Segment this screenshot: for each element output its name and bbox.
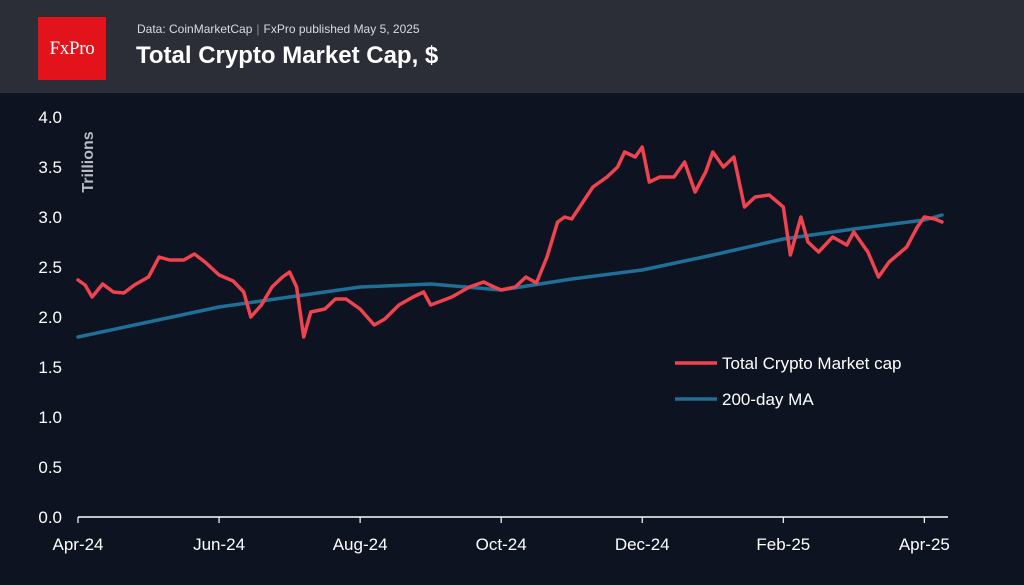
series-layer bbox=[76, 145, 944, 339]
chart-header: FxPro Data: CoinMarketCap | FxPro publishe… bbox=[0, 0, 1024, 93]
y-tick-label: 4.0 bbox=[38, 108, 62, 127]
y-axis-label: Trillions bbox=[80, 131, 97, 192]
x-tick-label: Oct-24 bbox=[476, 535, 527, 554]
x-tick-label: Jun-24 bbox=[193, 535, 245, 554]
x-tick-label: Feb-25 bbox=[756, 535, 810, 554]
market-cap-chart: 0.0 0.5 1.0 1.5 2.0 2.5 3.0 3.5 4.0 Trillions Ap… bbox=[38, 108, 950, 554]
x-tick-label: Apr-24 bbox=[52, 535, 103, 554]
chart-title: Total Crypto Market Cap, $ bbox=[136, 42, 439, 69]
data-source-text: Data: CoinMarketCap bbox=[137, 22, 253, 36]
y-tick-label: 3.5 bbox=[38, 158, 62, 177]
separator: | bbox=[256, 22, 260, 36]
x-tick-label: Apr-25 bbox=[899, 535, 950, 554]
x-tick-label: Aug-24 bbox=[333, 535, 388, 554]
x-tick-label: Dec-24 bbox=[615, 535, 670, 554]
y-tick-label: 2.5 bbox=[38, 258, 62, 277]
published-text: FxPro published May 5, 2025 bbox=[263, 22, 420, 36]
source-line: Data: CoinMarketCap | FxPro published May … bbox=[137, 22, 420, 36]
legend: Total Crypto Market cap 200-day MA bbox=[675, 354, 902, 409]
legend-label-ma: 200-day MA bbox=[722, 390, 814, 409]
y-tick-label: 0.0 bbox=[38, 508, 62, 527]
legend-label-market-cap: Total Crypto Market cap bbox=[722, 354, 902, 373]
y-tick-label: 1.5 bbox=[38, 358, 62, 377]
y-tick-label: 1.0 bbox=[38, 408, 62, 427]
y-axis: 0.0 0.5 1.0 1.5 2.0 2.5 3.0 3.5 4.0 bbox=[38, 108, 62, 527]
y-tick-label: 3.0 bbox=[38, 208, 62, 227]
x-axis: Apr-24 Jun-24 Aug-24 Oct-24 Dec-24 Feb-25 Apr-… bbox=[52, 517, 950, 554]
market-cap-line bbox=[76, 145, 944, 339]
fxpro-logo: FxPro bbox=[38, 17, 106, 80]
y-tick-label: 2.0 bbox=[38, 308, 62, 327]
moving-average-line bbox=[76, 213, 944, 339]
y-tick-label: 0.5 bbox=[38, 458, 62, 477]
